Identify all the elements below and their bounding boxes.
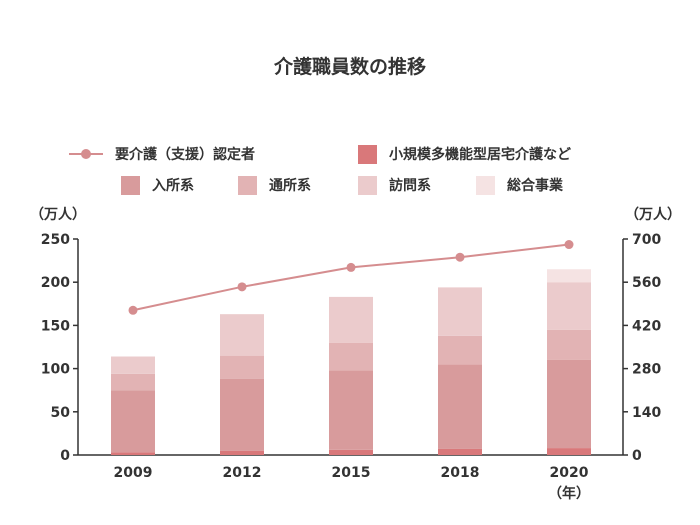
bar-segment (111, 356, 155, 374)
bar-segment (111, 373, 155, 391)
x-tick-label: 2015 (332, 465, 371, 481)
legend-label: 通所系 (269, 178, 311, 194)
bar-segment (547, 269, 591, 283)
legend-label: 総合事業 (507, 178, 563, 194)
line-point (128, 305, 138, 315)
legend-swatch (238, 175, 257, 195)
legend-label: 要介護（支援）認定者 (115, 147, 255, 163)
bar-segment (438, 335, 482, 365)
x-tick-label: 2012 (223, 465, 262, 481)
bar-segment (547, 448, 591, 455)
left-tick-label: 150 (41, 318, 70, 334)
right-tick-label: 140 (632, 405, 661, 421)
bar-segment (547, 359, 591, 449)
right-axis-unit: （万人） (625, 207, 681, 223)
bar-segment (111, 452, 155, 455)
x-axis-unit: （年） (548, 485, 590, 502)
right-tick-label: 280 (632, 362, 661, 378)
left-axis-unit: （万人） (30, 207, 86, 223)
bar-segment (329, 449, 373, 455)
bar-segment (220, 355, 264, 379)
legend-swatch (121, 175, 140, 195)
legend-item-day-service: 通所系 (238, 175, 311, 195)
left-tick-label: 0 (60, 448, 70, 464)
left-tick-label: 50 (51, 405, 71, 421)
bar-segment (329, 370, 373, 450)
bar-segment (220, 450, 264, 455)
left-tick-label: 250 (41, 232, 70, 248)
left-tick-label: 200 (41, 275, 70, 291)
legend-item-small-multi: 小規模多機能型居宅介護など (358, 144, 571, 164)
line-point (564, 240, 574, 250)
legend-item-certified: 要介護（支援）認定者 (69, 144, 255, 164)
line-point (346, 262, 356, 272)
bar-segment (547, 282, 591, 330)
legend-line-swatch (69, 145, 103, 164)
bar-segment (220, 314, 264, 356)
right-tick-label: 0 (632, 448, 642, 464)
legend-swatch (358, 175, 377, 195)
x-tick-label: 2009 (114, 465, 153, 481)
left-tick-label: 100 (41, 362, 70, 378)
legend-label: 入所系 (152, 178, 194, 194)
legend-label: 小規模多機能型居宅介護など (389, 147, 571, 163)
legend-item-comprehensive: 総合事業 (476, 175, 563, 195)
bar-segment (438, 287, 482, 336)
line-point (237, 282, 247, 292)
bar-segment (329, 296, 373, 343)
bar-segment (220, 378, 264, 451)
bar-segment (329, 342, 373, 371)
x-tick-label: 2018 (441, 465, 480, 481)
bar-segment (438, 364, 482, 449)
legend-item-home-visit: 訪問系 (358, 175, 431, 195)
legend-swatch (476, 175, 495, 195)
x-tick-label: 2020 (550, 465, 589, 481)
chart-title: 介護職員数の推移 (273, 56, 426, 78)
bar-segment (547, 329, 591, 360)
legend-item-residential: 入所系 (121, 175, 194, 195)
legend-swatch (358, 144, 377, 164)
bar-segment (438, 448, 482, 455)
right-tick-label: 420 (632, 318, 661, 334)
right-tick-label: 560 (632, 275, 661, 291)
line-point (455, 252, 465, 262)
right-tick-label: 700 (632, 232, 661, 248)
legend-label: 訪問系 (389, 178, 431, 194)
bar-segment (111, 390, 155, 453)
